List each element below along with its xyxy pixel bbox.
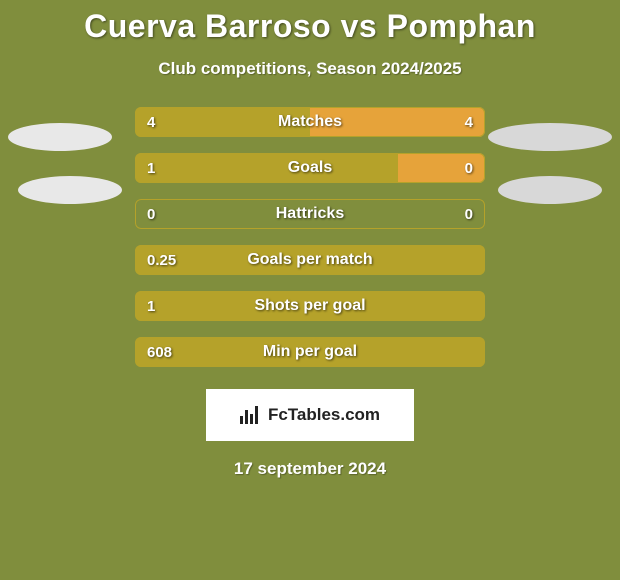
left-ellipse	[18, 176, 122, 204]
stat-row: 10Goals	[135, 153, 485, 183]
stat-row: 1Shots per goal	[135, 291, 485, 321]
stat-rows: 44Matches 10Goals 00Hattricks 0.25Goals per…	[135, 107, 485, 367]
bar-chart-icon	[240, 406, 262, 424]
stat-label: Matches	[135, 107, 485, 137]
badge-text: FcTables.com	[268, 405, 380, 425]
right-ellipse	[488, 123, 612, 151]
stat-row: 0.25Goals per match	[135, 245, 485, 275]
page-title: Cuerva Barroso vs Pomphan	[0, 8, 620, 45]
comparison-panel: Cuerva Barroso vs Pomphan Club competiti…	[0, 0, 620, 479]
stat-row: 44Matches	[135, 107, 485, 137]
stat-label: Min per goal	[135, 337, 485, 367]
subtitle: Club competitions, Season 2024/2025	[0, 59, 620, 79]
date-text: 17 september 2024	[0, 459, 620, 479]
left-ellipse	[8, 123, 112, 151]
right-ellipse	[498, 176, 602, 204]
stat-label: Shots per goal	[135, 291, 485, 321]
stat-row: 00Hattricks	[135, 199, 485, 229]
source-badge: FcTables.com	[206, 389, 414, 441]
stat-row: 608Min per goal	[135, 337, 485, 367]
stat-label: Goals	[135, 153, 485, 183]
stat-label: Hattricks	[135, 199, 485, 229]
stat-label: Goals per match	[135, 245, 485, 275]
